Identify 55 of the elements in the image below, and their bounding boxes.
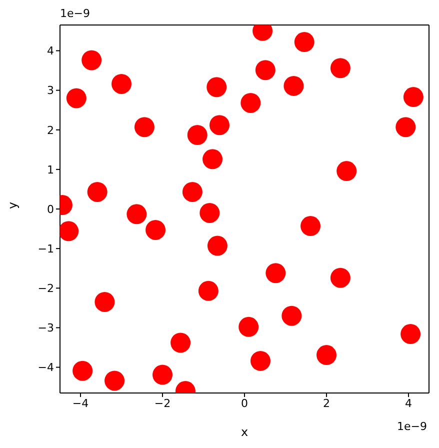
x-tick-label: −2 <box>154 396 171 410</box>
point <box>112 74 132 94</box>
point <box>238 316 259 337</box>
point <box>202 149 223 170</box>
point <box>316 345 336 366</box>
point <box>72 360 93 381</box>
point <box>126 204 147 224</box>
point <box>146 220 166 240</box>
point <box>94 292 115 312</box>
point <box>182 182 202 202</box>
point <box>187 125 208 146</box>
point <box>330 58 350 78</box>
y-tick-label: −4 <box>38 361 54 374</box>
point <box>206 77 227 98</box>
x-tick-label: 0 <box>241 396 248 410</box>
y-tick-label: −1 <box>38 242 54 256</box>
x-tick-label: 4 <box>405 396 412 410</box>
point <box>170 332 191 353</box>
point <box>266 263 286 284</box>
point <box>403 87 424 108</box>
point <box>66 88 86 108</box>
point <box>400 324 421 344</box>
x-axis-title: x <box>240 425 248 439</box>
point <box>240 92 261 113</box>
point <box>250 350 270 371</box>
x-tick-label: −4 <box>72 396 89 410</box>
point <box>152 364 172 385</box>
point <box>200 202 220 223</box>
y-tick-label: 2 <box>47 124 54 137</box>
text: 1e−9 <box>397 420 427 433</box>
point <box>104 370 125 391</box>
y-axis-title: y <box>5 202 20 209</box>
y-tick-label: 0 <box>47 202 54 216</box>
y-tick-label: −3 <box>38 322 54 335</box>
point <box>294 32 314 52</box>
y-tick-label: 4 <box>47 44 54 58</box>
x-tick-label: 2 <box>323 396 330 410</box>
point <box>209 115 230 136</box>
point <box>198 280 218 301</box>
point <box>284 76 304 96</box>
point <box>207 236 228 256</box>
y-tick-label: 3 <box>47 84 54 98</box>
point <box>255 60 276 80</box>
point <box>82 50 102 70</box>
point <box>330 268 350 288</box>
point <box>134 117 154 138</box>
y-tick-label: −2 <box>38 282 54 296</box>
point <box>87 182 108 202</box>
point <box>300 216 321 236</box>
point <box>396 117 416 138</box>
point <box>60 221 79 242</box>
point <box>336 161 357 182</box>
text: 1e−9 <box>60 7 90 20</box>
y-tick-label: 1 <box>47 163 54 176</box>
point <box>282 306 302 326</box>
